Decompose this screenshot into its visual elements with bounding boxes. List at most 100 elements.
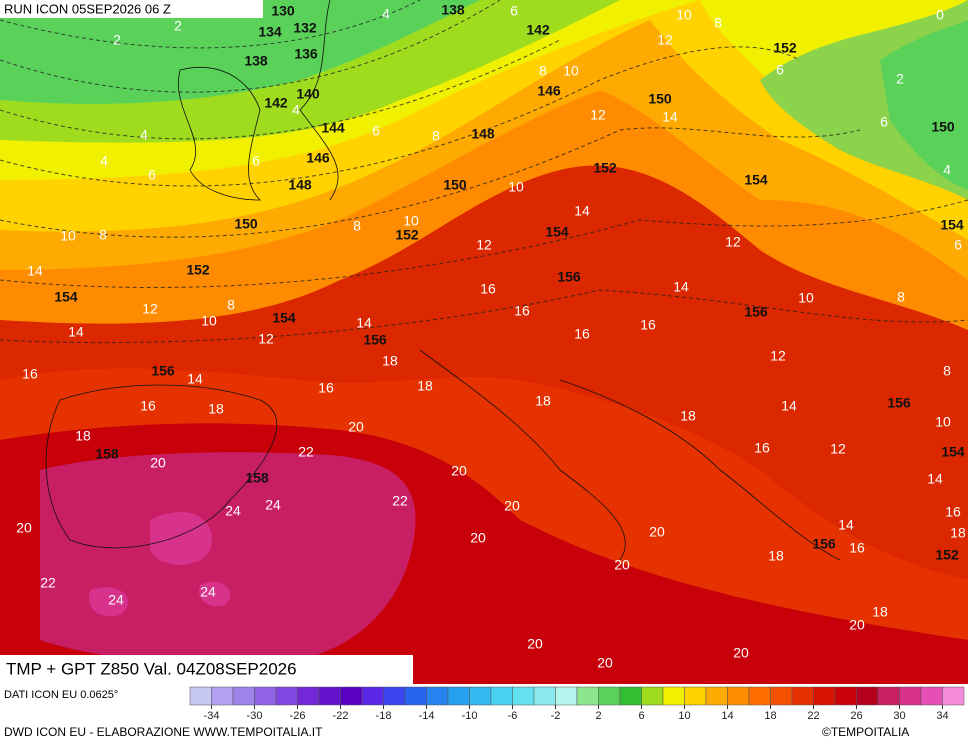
colorbar-swatch <box>404 686 427 706</box>
colorbar-swatch <box>727 686 750 706</box>
temperature-label: 18 <box>768 548 784 564</box>
temperature-label: 20 <box>16 520 32 536</box>
temperature-label: 14 <box>356 315 372 331</box>
coastlines <box>45 0 841 561</box>
temperature-label: 16 <box>480 281 496 297</box>
colorbar-swatch <box>662 686 685 706</box>
geopotential-label: 156 <box>363 332 387 348</box>
temperature-label: 10 <box>676 7 692 23</box>
geopotential-label: 154 <box>940 217 964 233</box>
colorbar-swatch <box>426 686 449 706</box>
colorbar-swatch <box>576 686 599 706</box>
colorbar-tick-label: 2 <box>595 710 601 722</box>
colorbar-swatch <box>383 686 406 706</box>
colorbar-swatch <box>490 686 513 706</box>
temperature-label: 20 <box>614 557 630 573</box>
temperature-label: 8 <box>227 297 235 313</box>
colorbar-swatch <box>920 686 943 706</box>
temperature-label: 18 <box>417 378 433 394</box>
temperature-label: 14 <box>27 263 43 279</box>
temperature-label: 12 <box>770 348 786 364</box>
geopotential-label: 158 <box>95 446 119 462</box>
temperature-label: 20 <box>504 498 520 514</box>
colorbar-swatch <box>340 686 363 706</box>
map-title: TMP + GPT Z850 Val. 04Z08SEP2026 <box>6 659 297 678</box>
temperature-label: 18 <box>872 604 888 620</box>
geopotential-label: 130 <box>271 3 295 19</box>
temperature-label: 14 <box>68 324 84 340</box>
temperature-label: 0 <box>936 7 944 23</box>
temperature-label: 16 <box>140 398 156 414</box>
geopotential-label: 154 <box>941 444 965 460</box>
colorbar-swatch <box>684 686 707 706</box>
colorbar-swatch <box>856 686 879 706</box>
temperature-label: 18 <box>680 408 696 424</box>
temperature-label: 8 <box>714 15 722 31</box>
colorbar-tick-label: 22 <box>807 710 819 722</box>
temperature-label: 16 <box>574 326 590 342</box>
geopotential-label: 142 <box>526 22 550 38</box>
temperature-label: 20 <box>348 419 364 435</box>
geopotential-label: 138 <box>441 2 465 18</box>
temperature-label: 10 <box>201 313 217 329</box>
temperature-label: 12 <box>725 234 741 250</box>
temperature-label: 4 <box>943 162 951 178</box>
geopotential-label: 154 <box>744 172 768 188</box>
temperature-label: 24 <box>108 592 124 608</box>
geopotential-label: 148 <box>288 177 312 193</box>
temperature-label: 10 <box>798 290 814 306</box>
colorbar-swatch <box>899 686 922 706</box>
temperature-label: 4 <box>292 102 300 118</box>
geopotential-label: 148 <box>471 126 495 142</box>
geopotential-label: 156 <box>557 269 581 285</box>
geopotential-label: 152 <box>593 160 617 176</box>
temperature-label: 2 <box>174 18 182 34</box>
geopotential-label: 156 <box>812 536 836 552</box>
colorbar-swatch <box>254 686 277 706</box>
colorbar-tick-label: -26 <box>290 710 306 722</box>
geopotential-label: 154 <box>545 224 569 240</box>
geopotential-label: 138 <box>244 53 268 69</box>
colorbar-tick-label: 18 <box>764 710 776 722</box>
temperature-label: 6 <box>510 3 518 19</box>
colorbar-swatch <box>748 686 771 706</box>
temperature-label: 12 <box>258 331 274 347</box>
temperature-label: 14 <box>673 279 689 295</box>
colorbar-swatch <box>598 686 621 706</box>
temperature-label: 8 <box>539 63 547 79</box>
temperature-label: 20 <box>597 655 613 671</box>
colorbar-swatch <box>512 686 535 706</box>
colorbar-tick-label: 34 <box>936 710 948 722</box>
band-east-green-dark <box>880 20 968 190</box>
temperature-label: 14 <box>927 471 943 487</box>
temperature-label: 4 <box>382 6 390 22</box>
colorbar-tick-label: -10 <box>462 710 478 722</box>
temperature-label: 16 <box>22 366 38 382</box>
colorbar-swatch <box>834 686 857 706</box>
temperature-label: 6 <box>148 167 156 183</box>
band-pink <box>89 511 231 617</box>
temperature-label: 4 <box>140 127 148 143</box>
temperature-label: 6 <box>776 62 784 78</box>
colorbar-tick-label: -22 <box>333 710 349 722</box>
temperature-label: 2 <box>896 71 904 87</box>
temperature-label: 14 <box>838 517 854 533</box>
temperature-label: 22 <box>392 493 408 509</box>
geopotential-label: 142 <box>264 95 288 111</box>
colorbar-swatch <box>770 686 793 706</box>
temperature-label: 12 <box>476 237 492 253</box>
temperature-label: 12 <box>657 32 673 48</box>
isohypses <box>0 0 968 344</box>
colorbar-swatch <box>533 686 556 706</box>
temperature-label: 18 <box>208 401 224 417</box>
temperature-label: 20 <box>849 617 865 633</box>
geopotential-label: 150 <box>443 177 467 193</box>
temperature-label: 20 <box>733 645 749 661</box>
geopotential-label: 156 <box>744 304 768 320</box>
copyright-label: ©TEMPOITALIA <box>822 725 909 739</box>
geopotential-label: 152 <box>186 262 210 278</box>
temperature-label: 6 <box>252 153 260 169</box>
colorbar-swatch <box>318 686 341 706</box>
temperature-label: 20 <box>527 636 543 652</box>
temperature-label: 14 <box>662 109 678 125</box>
